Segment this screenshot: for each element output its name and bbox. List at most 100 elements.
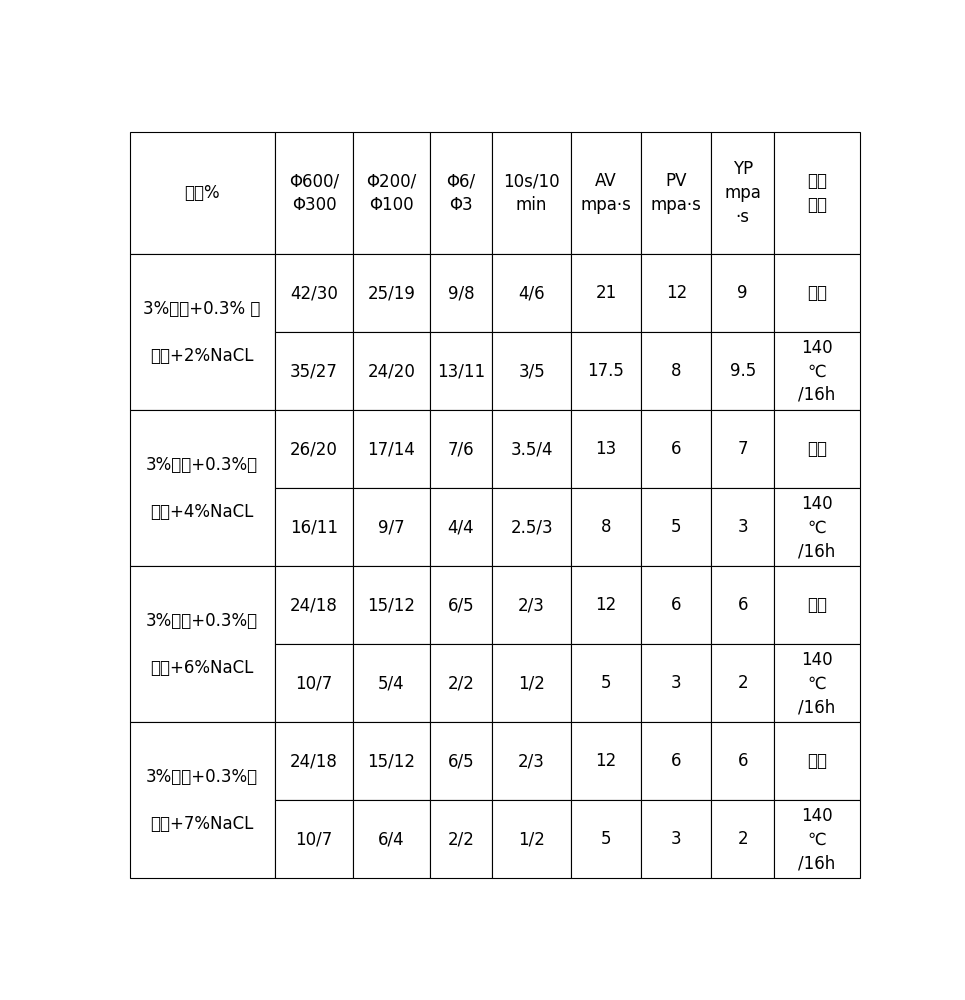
Text: Φ6/
Φ3: Φ6/ Φ3 [447,172,476,214]
Text: 3%基浆+0.3%提

切剂+4%NaCL: 3%基浆+0.3%提 切剂+4%NaCL [146,456,259,521]
Text: 5: 5 [601,674,611,692]
Bar [129,132,275,254]
Text: 9.5: 9.5 [730,362,756,380]
Text: 2/2: 2/2 [448,674,475,692]
Text: 8: 8 [671,362,681,380]
Text: 12: 12 [666,284,687,302]
Text: 5: 5 [601,830,611,848]
Text: 9/8: 9/8 [448,284,474,302]
Text: 2/3: 2/3 [518,596,545,614]
Bar [571,410,641,488]
Bar [353,644,429,722]
Text: 6/5: 6/5 [448,752,474,770]
Text: 10s/10
min: 10s/10 min [504,172,560,214]
Bar [492,488,571,566]
Text: 16/11: 16/11 [290,518,338,536]
Text: 10/7: 10/7 [295,674,333,692]
Text: 室温: 室温 [807,284,827,302]
Text: 42/30: 42/30 [290,284,338,302]
Bar [275,410,353,488]
Text: 10/7: 10/7 [295,830,333,848]
Text: 12: 12 [595,596,617,614]
Bar [571,332,641,410]
Text: 13/11: 13/11 [437,362,485,380]
Text: 室温: 室温 [807,752,827,770]
Bar [492,332,571,410]
Bar [711,488,774,566]
Bar [129,722,275,878]
Bar [492,566,571,644]
Bar [641,332,711,410]
Text: 7/6: 7/6 [448,440,474,458]
Bar [774,722,860,800]
Text: 2/2: 2/2 [448,830,475,848]
Bar [353,800,429,878]
Bar [353,332,429,410]
Bar [641,722,711,800]
Text: 7: 7 [737,440,748,458]
Bar [353,488,429,566]
Text: 8: 8 [601,518,611,536]
Bar [492,410,571,488]
Text: 140
℃
/16h: 140 ℃ /16h [798,807,836,872]
Bar [774,332,860,410]
Bar [571,254,641,332]
Text: 6/5: 6/5 [448,596,474,614]
Text: 加量%: 加量% [184,184,220,202]
Text: 3: 3 [671,674,681,692]
Bar [711,722,774,800]
Bar [275,254,353,332]
Bar [641,410,711,488]
Text: 室温: 室温 [807,440,827,458]
Text: 6: 6 [737,596,748,614]
Text: 6/4: 6/4 [378,830,404,848]
Text: 140
℃
/16h: 140 ℃ /16h [798,495,836,560]
Bar [353,722,429,800]
Bar [429,254,492,332]
Text: 1/2: 1/2 [518,674,545,692]
Bar [711,332,774,410]
Text: 26/20: 26/20 [290,440,338,458]
Text: 21: 21 [595,284,617,302]
Text: 3: 3 [737,518,748,536]
Bar [429,800,492,878]
Bar [492,132,571,254]
Text: 3%基浆+0.3% 提

切剂+2%NaCL: 3%基浆+0.3% 提 切剂+2%NaCL [144,300,261,365]
Bar [429,332,492,410]
Text: 6: 6 [737,752,748,770]
Text: 3: 3 [671,830,681,848]
Bar [711,644,774,722]
Text: 2: 2 [737,830,748,848]
Bar [129,410,275,566]
Bar [275,644,353,722]
Text: 2: 2 [737,674,748,692]
Bar [129,254,275,410]
Bar [571,644,641,722]
Bar [774,132,860,254]
Bar [711,410,774,488]
Bar [641,566,711,644]
Text: 2/3: 2/3 [518,752,545,770]
Bar [275,132,353,254]
Bar [429,722,492,800]
Bar [429,644,492,722]
Bar [641,132,711,254]
Text: Φ600/
Φ300: Φ600/ Φ300 [289,172,339,214]
Bar [774,488,860,566]
Bar [492,722,571,800]
Text: YP
mpa
·s: YP mpa ·s [725,160,761,226]
Bar [492,254,571,332]
Bar [353,566,429,644]
Bar [711,132,774,254]
Text: 25/19: 25/19 [368,284,415,302]
Bar [711,800,774,878]
Text: 13: 13 [595,440,617,458]
Text: 4/6: 4/6 [518,284,545,302]
Text: 12: 12 [595,752,617,770]
Bar [571,488,641,566]
Bar [275,566,353,644]
Bar [571,132,641,254]
Bar [275,722,353,800]
Text: AV
mpa·s: AV mpa·s [581,172,631,214]
Bar [429,132,492,254]
